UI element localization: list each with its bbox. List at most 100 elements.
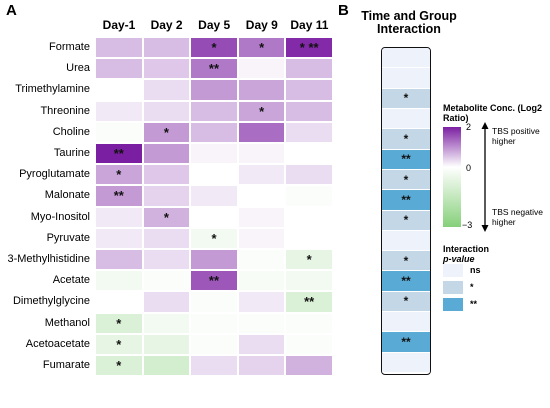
row-label: Methanol — [44, 316, 90, 329]
heatmap-cell — [95, 37, 143, 59]
interaction-cell — [382, 108, 430, 130]
heatmap-cell — [190, 185, 238, 207]
colorscale-tick-zero: 0 — [466, 163, 472, 173]
heatmap-cell — [190, 333, 238, 355]
heatmap-cell — [95, 227, 143, 249]
interaction-cell: ** — [382, 332, 430, 353]
heatmap-cell — [285, 333, 333, 355]
heatmap-cell — [285, 58, 333, 80]
heatmap-cell — [142, 333, 191, 355]
heatmap-cell — [190, 121, 238, 143]
interaction-cell: * — [382, 129, 430, 150]
heatmap-cell — [190, 164, 238, 186]
heatmap-cell — [237, 164, 286, 186]
row-label: Formate — [49, 41, 90, 53]
heatmap-cell — [285, 227, 333, 249]
direction-arrow — [481, 122, 489, 232]
heatmap-cell — [285, 206, 333, 228]
interaction-cell: * — [382, 88, 430, 109]
colorscale-tick-high: 2 — [466, 122, 472, 132]
panel-letter-a: A — [6, 2, 17, 19]
colorscale-tick-low: −3 — [462, 220, 473, 230]
row-label: Myo-Inositol — [30, 210, 90, 223]
heatmap-cell: ** — [95, 185, 143, 207]
heatmap-cell — [95, 249, 143, 271]
interaction-cell: ** — [382, 271, 430, 292]
heatmap-cell: * — [190, 37, 238, 59]
sig-legend-title-main: Interaction — [443, 244, 490, 254]
heatmap-cell — [190, 355, 238, 377]
heatmap-cell: ** — [190, 270, 238, 292]
heatmap-cell: ** — [285, 291, 333, 313]
sig-legend-label: ns — [470, 265, 481, 275]
heatmap-cell — [237, 185, 286, 207]
row-label: Taurine — [53, 147, 90, 159]
sig-legend-title: Interaction p-value — [443, 244, 489, 264]
heatmap-cell — [95, 291, 143, 313]
heatmap-cell — [142, 164, 191, 186]
positive-note: TBS positive higher — [492, 126, 540, 146]
heatmap-cell: * ** — [285, 37, 333, 59]
interaction-cell: * — [382, 210, 430, 231]
row-label: Fumarate — [42, 359, 90, 371]
column-header: Day 5 — [198, 18, 231, 32]
interaction-cell: * — [382, 169, 430, 191]
heatmap-cell — [237, 333, 286, 355]
heatmap-cell — [95, 100, 143, 122]
heatmap-cell — [142, 58, 191, 80]
interaction-cell: * — [382, 251, 430, 272]
row-label: Pyruvate — [46, 231, 90, 244]
interaction-column: * * ** * ** * * ** * ** — [381, 47, 431, 375]
heatmap-cell — [142, 185, 191, 207]
heatmap-cell — [237, 206, 286, 228]
row-label: Dimethylglycine — [12, 295, 90, 308]
heatmap-cell — [190, 100, 238, 122]
heatmap-cell: * — [237, 100, 286, 122]
interaction-cell: ** — [382, 190, 430, 211]
heatmap-cell — [285, 143, 333, 165]
heatmap-cell — [142, 79, 191, 101]
heatmap-cell — [285, 355, 333, 377]
interaction-title: Time and Group Interaction — [361, 9, 457, 36]
column-header: Day 11 — [290, 18, 329, 32]
heatmap-cell — [190, 143, 238, 165]
heatmap-cell — [237, 121, 286, 143]
row-label: Acetoacetate — [25, 337, 90, 350]
column-header: Day 9 — [245, 18, 278, 32]
heatmap-cell — [190, 312, 238, 334]
heatmap-cell — [142, 312, 191, 334]
heatmap-cell — [237, 270, 286, 292]
heatmap-cell — [142, 100, 191, 122]
heatmap-cell — [95, 206, 143, 228]
sig-legend-swatch — [443, 298, 463, 311]
interaction-cell: * — [382, 291, 430, 313]
heatmap-cell — [142, 227, 191, 249]
heatmap-cell — [237, 58, 286, 80]
column-header: Day 2 — [150, 18, 183, 32]
row-label: Acetate — [52, 274, 90, 287]
panel-letter-b: B — [338, 2, 349, 19]
row-label: Threonine — [40, 104, 90, 117]
row-label: Pyroglutamate — [19, 168, 90, 181]
row-label: 3-Methylhistidine — [7, 253, 90, 265]
interaction-cell — [382, 312, 430, 333]
sig-legend-swatch — [443, 281, 463, 294]
column-header: Day-1 — [102, 18, 136, 32]
colorscale-bar — [443, 127, 461, 227]
heatmap-cell: * — [237, 37, 286, 59]
heatmap-cell — [237, 143, 286, 165]
sig-legend-label: ** — [470, 299, 478, 309]
heatmap-cell — [190, 206, 238, 228]
heatmap-cell — [95, 270, 143, 292]
heatmap-cell — [142, 143, 191, 165]
heatmap-cell — [237, 227, 286, 249]
heatmap-cell — [285, 164, 333, 186]
heatmap-cell — [237, 291, 286, 313]
heatmap-cell — [95, 121, 143, 143]
heatmap-cell — [142, 270, 191, 292]
heatmap-cell — [142, 249, 191, 271]
heatmap-cell — [142, 37, 191, 59]
row-label: Choline — [52, 125, 90, 138]
negative-note: TBS negative higher — [492, 207, 544, 227]
heatmap-cell: * — [285, 249, 333, 271]
